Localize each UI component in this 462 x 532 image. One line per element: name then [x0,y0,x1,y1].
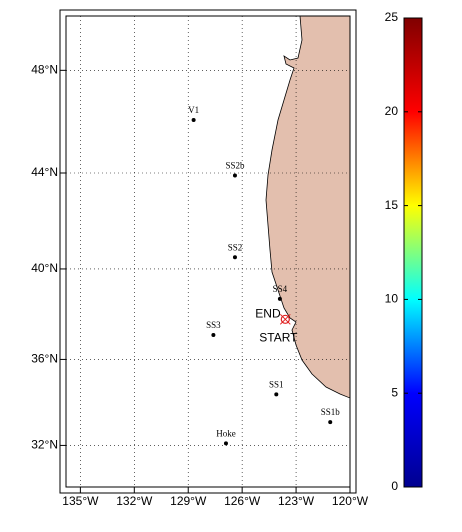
station-point [232,173,237,178]
x-tick-label: 129°W [170,494,207,508]
land [265,16,350,399]
y-tick-label: 44°N [31,165,58,179]
y-tick-label: 36°N [31,352,58,366]
colorbar-label: 10 [385,292,399,306]
station-label: SS4 [273,284,288,294]
x-tick-label: 123°W [278,494,315,508]
station-label: SS2b [225,161,245,171]
colorbar-label: 5 [391,385,398,399]
station-point [274,392,279,397]
map-frame-inner [65,15,351,488]
station-label: Hoke [216,428,236,438]
colorbar-label: 15 [385,198,399,212]
x-tick-label: 135°W [62,494,99,508]
start-label: START [259,330,298,344]
colorbar-label: 25 [385,10,399,24]
station-label: SS1b [321,407,341,417]
x-tick-label: 126°W [224,494,261,508]
station-point [277,296,282,301]
station-point [211,333,216,338]
x-tick-label: 120°W [332,494,369,508]
colorbar-label: 0 [391,479,398,493]
station-label: SS2 [228,242,243,252]
y-tick-label: 32°N [31,438,58,452]
station-label: SS3 [206,320,221,330]
station-point [328,420,333,425]
y-tick-label: 48°N [31,62,58,76]
station-point [191,118,196,123]
y-tick-label: 40°N [31,261,58,275]
station-label: SS1 [269,379,284,389]
station-label: V1 [188,105,199,115]
track-cross [279,313,291,325]
station-point [232,255,237,260]
track-marker [280,314,290,324]
colorbar-label: 20 [385,104,399,118]
colorbar [403,17,423,488]
end-label: END [255,306,281,320]
station-point [223,441,228,446]
x-tick-label: 132°W [116,494,153,508]
